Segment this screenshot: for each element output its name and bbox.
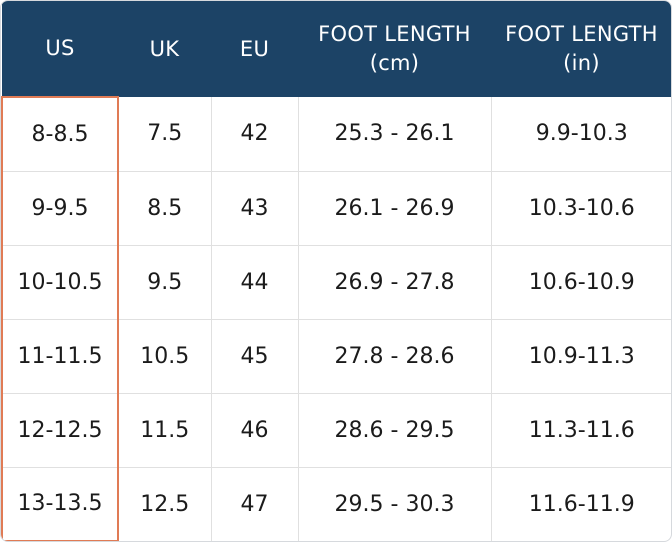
- cell-uk: 12.5: [118, 467, 212, 541]
- cell-foot-length-cm: 26.9 - 27.8: [298, 245, 492, 320]
- table-row: 12-12.5 11.5 46 28.6 - 29.5 11.3-11.6: [1, 393, 671, 468]
- table-header: US UK EU FOOT LENGTH (cm) FOOT LENGTH (i…: [2, 1, 671, 97]
- header-foot-length-cm: FOOT LENGTH (cm): [298, 1, 491, 97]
- table-row: 13-13.5 12.5 47 29.5 - 30.3 11.6-11.9: [1, 467, 671, 541]
- cell-foot-length-cm: 28.6 - 29.5: [298, 393, 492, 468]
- cell-us: 12-12.5: [1, 393, 119, 468]
- header-foot-length-in-line1: FOOT LENGTH: [505, 22, 658, 46]
- cell-eu: 43: [211, 171, 299, 246]
- header-foot-length-in-line2: (in): [563, 51, 600, 75]
- cell-eu: 46: [211, 393, 299, 468]
- cell-us: 11-11.5: [1, 319, 119, 394]
- cell-us: 9-9.5: [1, 171, 119, 246]
- header-us-label: US: [45, 36, 75, 60]
- header-foot-length-cm-line2: (cm): [369, 51, 420, 75]
- cell-eu: 44: [211, 245, 299, 320]
- cell-uk: 11.5: [118, 393, 212, 468]
- cell-uk: 7.5: [118, 97, 212, 172]
- header-eu-label: EU: [239, 36, 270, 61]
- cell-us: 8-8.5: [1, 96, 119, 172]
- cell-uk: 10.5: [118, 319, 212, 394]
- cell-foot-length-in: 11.3-11.6: [491, 393, 671, 468]
- cell-foot-length-in: 10.6-10.9: [491, 245, 671, 320]
- cell-foot-length-cm: 29.5 - 30.3: [298, 467, 492, 541]
- table-row: 8-8.5 7.5 42 25.3 - 26.1 9.9-10.3: [1, 96, 671, 172]
- table-body: 8-8.5 7.5 42 25.3 - 26.1 9.9-10.3 9-9.5 …: [1, 96, 671, 541]
- table-row: 11-11.5 10.5 45 27.8 - 28.6 10.9-11.3: [1, 319, 671, 394]
- header-foot-length-in: FOOT LENGTH (in): [491, 1, 671, 97]
- cell-us: 10-10.5: [1, 245, 119, 320]
- cell-foot-length-in: 10.9-11.3: [491, 319, 671, 394]
- cell-foot-length-in: 9.9-10.3: [491, 97, 671, 172]
- header-row: US UK EU FOOT LENGTH (cm) FOOT LENGTH (i…: [2, 1, 671, 97]
- header-foot-length-cm-line1: FOOT LENGTH: [318, 22, 471, 46]
- header-eu: EU: [211, 1, 298, 97]
- cell-eu: 45: [211, 319, 299, 394]
- cell-eu: 42: [211, 97, 299, 172]
- cell-foot-length-cm: 27.8 - 28.6: [298, 319, 492, 394]
- cell-us: 13-13.5: [1, 467, 119, 541]
- cell-uk: 9.5: [118, 245, 212, 320]
- cell-foot-length-cm: 25.3 - 26.1: [298, 97, 492, 172]
- table-row: 10-10.5 9.5 44 26.9 - 27.8 10.6-10.9: [1, 245, 671, 320]
- cell-eu: 47: [211, 467, 299, 541]
- cell-foot-length-in: 11.6-11.9: [528, 491, 635, 517]
- header-us: US: [2, 1, 118, 97]
- table-row: 9-9.5 8.5 43 26.1 - 26.9 10.3-10.6: [1, 171, 671, 246]
- cell-uk: 8.5: [118, 171, 212, 246]
- cell-foot-length-cm: 26.1 - 26.9: [298, 171, 492, 246]
- header-uk-label: UK: [149, 36, 180, 61]
- cell-foot-length-in: 10.3-10.6: [491, 171, 671, 246]
- header-uk: UK: [118, 1, 211, 97]
